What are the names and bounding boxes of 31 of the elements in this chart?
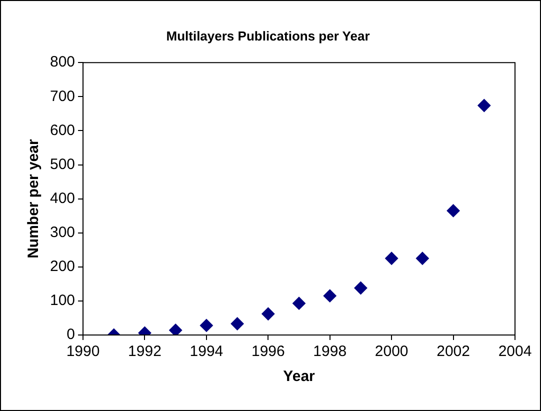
y-axis-title: Number per year <box>25 139 42 258</box>
y-tick-label: 800 <box>50 54 76 71</box>
x-tick-label: 2004 <box>498 343 532 360</box>
x-tick-label: 1992 <box>128 343 162 360</box>
chart-title: Multilayers Publications per Year <box>166 28 370 44</box>
y-tick-label: 200 <box>50 258 76 276</box>
point <box>262 307 275 320</box>
x-tick-label: 2000 <box>374 343 408 360</box>
point <box>230 317 244 330</box>
x-tick-label: 1998 <box>313 343 347 360</box>
x-tick-label: 1996 <box>251 343 285 360</box>
y-tick-label: 600 <box>50 122 76 139</box>
x-tick-label: 1990 <box>66 343 100 360</box>
y-tick-label: 700 <box>50 88 76 105</box>
y-tick-label: 100 <box>50 292 76 310</box>
point <box>354 282 368 295</box>
x-axis-title: Year <box>283 368 316 386</box>
point <box>200 318 213 332</box>
point <box>478 99 491 112</box>
point <box>323 289 336 302</box>
x-tick-label: 2002 <box>436 343 470 360</box>
x-tick-label: 1994 <box>190 343 224 360</box>
y-tick-label: 0 <box>66 326 76 344</box>
y-tick-label: 300 <box>50 224 76 241</box>
point <box>169 324 182 335</box>
point <box>385 252 398 265</box>
y-tick-label: 500 <box>50 156 76 173</box>
point <box>416 252 429 265</box>
point <box>446 204 460 218</box>
point <box>292 296 306 310</box>
y-tick-label: 400 <box>50 190 76 207</box>
